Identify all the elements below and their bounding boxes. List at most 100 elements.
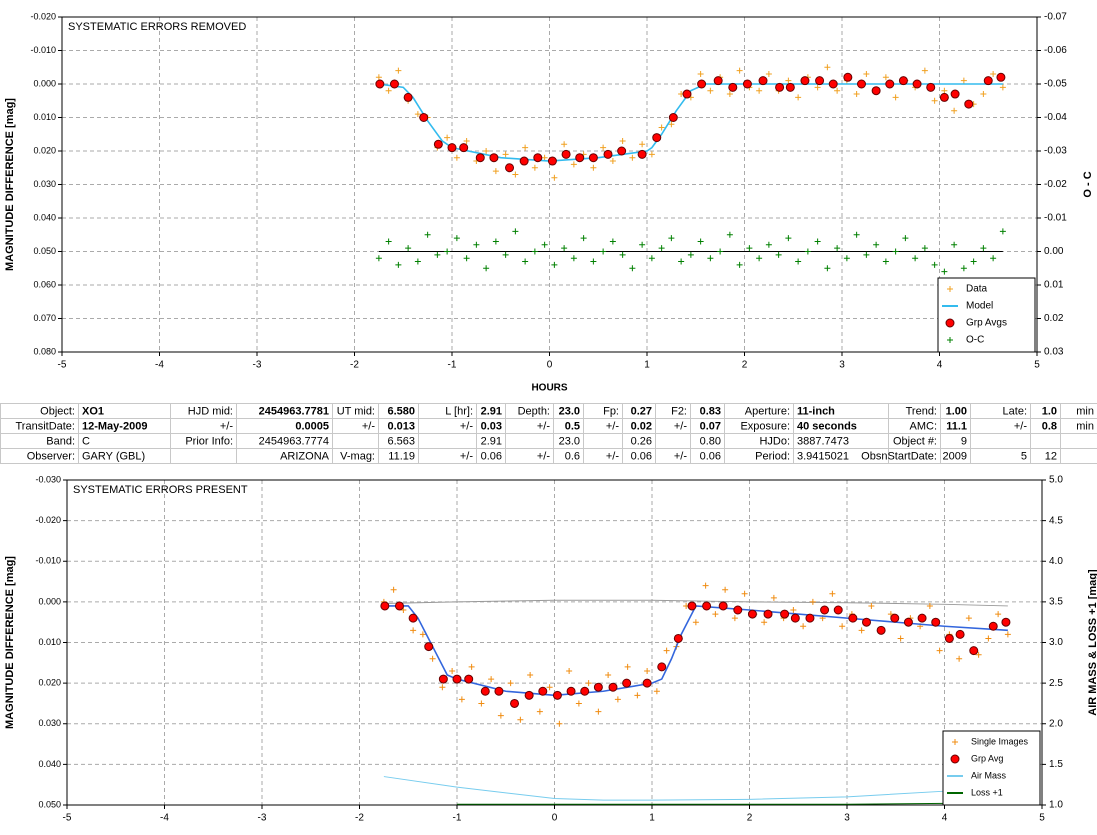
annotation: SYSTEMATIC ERRORS REMOVED (68, 21, 246, 33)
y-tick-label: 0.030 (33, 179, 56, 189)
data-point (707, 87, 714, 94)
table-cell (583, 433, 623, 449)
data-point (395, 261, 402, 268)
data-point (882, 258, 889, 265)
data-point (980, 245, 987, 252)
data-point (795, 258, 802, 265)
data-point (668, 121, 675, 128)
data-point (639, 241, 646, 248)
data-point (731, 615, 738, 622)
data-point (429, 655, 436, 662)
table-text: 23.0 (559, 405, 580, 417)
data-point (668, 235, 675, 242)
data-point (746, 245, 753, 252)
y-tick-label: -0.020 (30, 11, 56, 21)
data-point (385, 87, 392, 94)
data-point (990, 70, 997, 77)
group-average (785, 82, 795, 92)
data-point (795, 94, 802, 101)
series-line (383, 776, 994, 801)
table-text: 0.83 (700, 405, 721, 417)
y2-tick-label: -0.01 (1044, 213, 1067, 224)
data-point (590, 164, 597, 171)
table-cell (170, 448, 237, 464)
x-tick-label: 3 (844, 813, 850, 824)
table-text: 11.19 (388, 450, 415, 462)
legend-swatch (952, 739, 958, 745)
table-text: F2: (671, 405, 687, 417)
table-text: 0.8 (1042, 420, 1057, 432)
plot-frame (61, 16, 1038, 353)
group-average (637, 149, 647, 159)
x-tick-label: 2 (747, 813, 753, 824)
table-text: 2454963.7774 (259, 435, 329, 447)
table-text: Object #: (893, 435, 937, 447)
data-point (975, 651, 982, 658)
table-text: 2454963.7781 (259, 405, 329, 417)
data-point (410, 627, 417, 634)
data-point (707, 255, 714, 262)
data-point (444, 248, 451, 255)
group-average (805, 613, 815, 623)
y-tick-label: 0.000 (33, 78, 56, 88)
group-average (926, 82, 936, 92)
y2-tick-label: 2.0 (1049, 718, 1063, 729)
data-point (965, 615, 972, 622)
data-point (463, 137, 470, 144)
table-text: +/- (220, 420, 233, 432)
table-cell (78, 433, 171, 449)
group-average (983, 76, 993, 86)
group-average (524, 690, 534, 700)
data-point (897, 635, 904, 642)
table-cell (655, 433, 691, 449)
x-tick-label: -2 (350, 360, 359, 371)
legend-label: Grp Avgs (966, 318, 1007, 329)
legend-label: Data (966, 284, 988, 295)
group-average (876, 625, 886, 635)
y-tick-label: 0.020 (38, 678, 61, 688)
data-point (570, 255, 577, 262)
table-text: V-mag: (340, 450, 375, 462)
table-text: +/- (674, 420, 687, 432)
table-text: ARIZONA (280, 450, 330, 462)
table-text: 0.02 (631, 420, 652, 432)
table-cell (332, 433, 379, 449)
group-average (898, 76, 908, 86)
data-point (605, 672, 612, 678)
data-point (941, 87, 948, 94)
data-point (483, 265, 490, 272)
y-tick-label: 0.000 (38, 596, 61, 606)
data-point (951, 107, 958, 114)
group-average (912, 79, 922, 89)
group-average (673, 633, 683, 643)
group-average (475, 153, 485, 163)
group-average (944, 633, 954, 643)
y-tick-label: 0.030 (38, 718, 61, 728)
x-tick-label: 4 (937, 360, 943, 371)
group-average (668, 113, 678, 122)
x-tick-label: 0 (547, 360, 553, 371)
group-average (758, 76, 768, 86)
x-tick-label: 0 (552, 813, 558, 824)
x-tick-label: 1 (644, 360, 650, 371)
data-point (580, 235, 587, 242)
data-point (936, 647, 943, 654)
data-point (834, 87, 841, 94)
group-average (603, 149, 613, 159)
group-average (547, 156, 557, 166)
data-point (868, 602, 875, 609)
data-point (853, 91, 860, 98)
y-tick-label: 0.020 (33, 145, 56, 155)
table-text: +/- (460, 420, 473, 432)
y-tick-label: -0.030 (35, 474, 61, 484)
y-tick-label: 0.060 (33, 279, 56, 289)
table-text: 5 (1021, 450, 1027, 462)
table-text: 0.06 (631, 450, 652, 462)
table-text: +/- (606, 420, 619, 432)
group-average (843, 72, 853, 82)
data-point (531, 164, 538, 171)
table-text: 40 seconds (797, 420, 857, 432)
y-tick-label: -0.010 (35, 556, 61, 566)
data-point (453, 154, 460, 161)
